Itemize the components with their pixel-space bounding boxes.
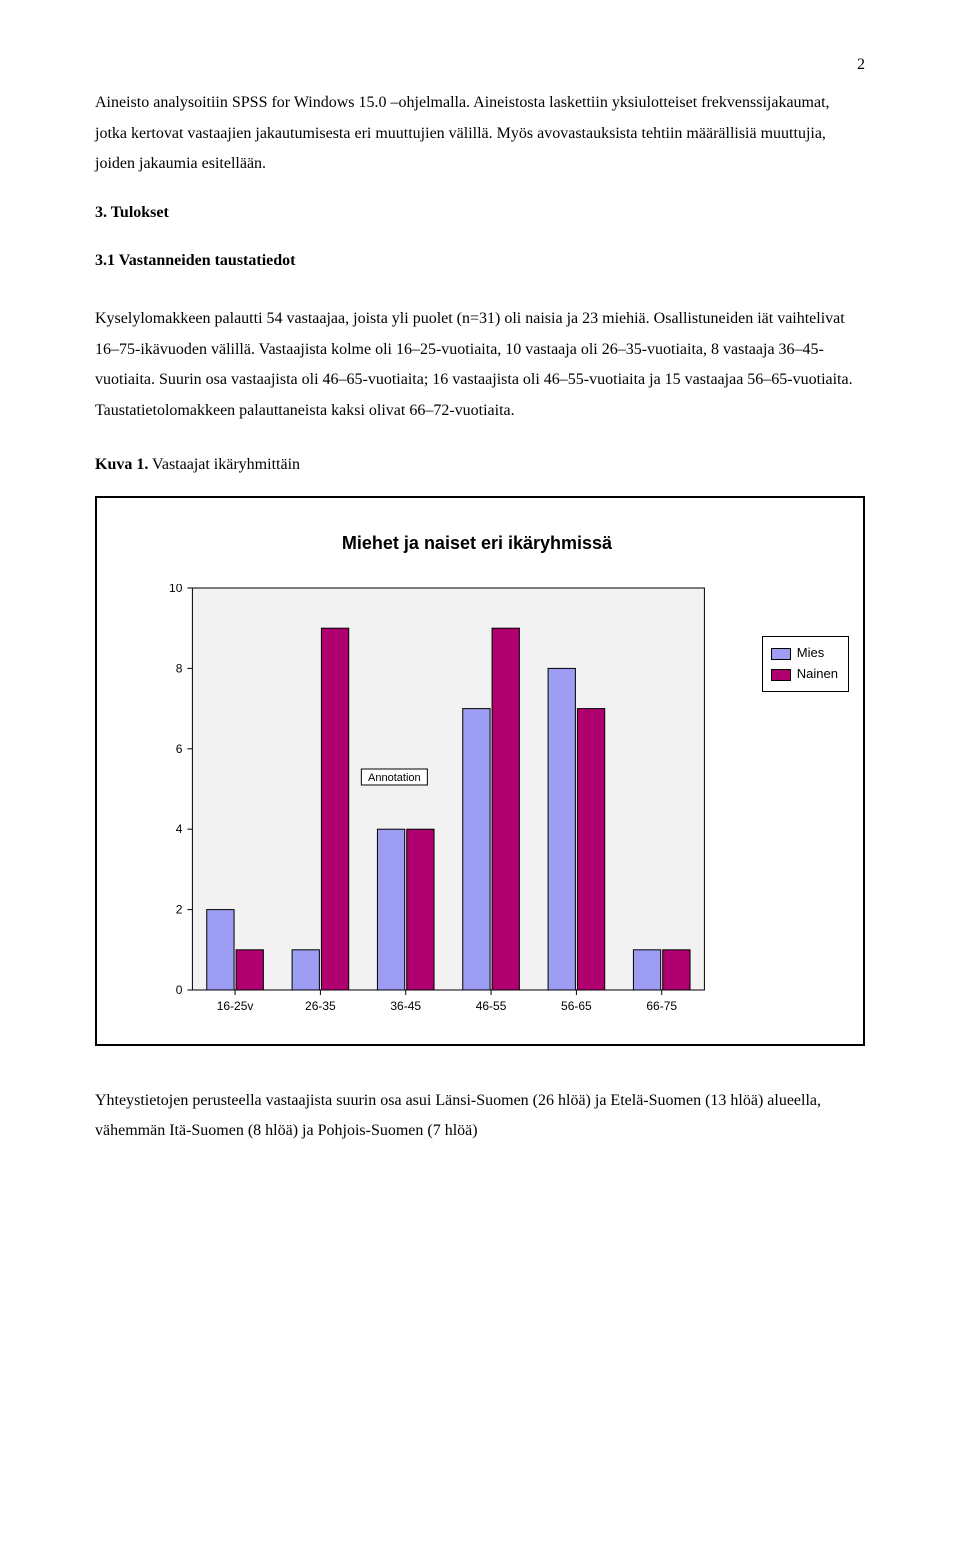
- chart-title: Miehet ja naiset eri ikäryhmissä: [105, 526, 849, 560]
- subsection-heading: 3.1 Vastanneiden taustatiedot: [95, 246, 865, 276]
- svg-text:66-75: 66-75: [646, 999, 677, 1013]
- svg-text:0: 0: [176, 983, 183, 997]
- legend-row: Nainen: [771, 664, 838, 685]
- svg-text:46-55: 46-55: [476, 999, 507, 1013]
- bar: [292, 950, 319, 990]
- bar: [321, 629, 348, 991]
- figure-caption-num: Kuva 1.: [95, 456, 148, 473]
- bar-chart-svg: 0 2 4 6 8 10 16-25v 26-35 36-45 46-55 56-65 66-75 An…: [105, 584, 756, 1024]
- svg-text:26-35: 26-35: [305, 999, 336, 1013]
- bar: [633, 950, 660, 990]
- figure-caption-text: Vastaajat ikäryhmittäin: [148, 456, 300, 473]
- svg-text:2: 2: [176, 903, 183, 917]
- annotation-label: Annotation: [368, 772, 421, 784]
- bar: [463, 709, 490, 990]
- page-number: 2: [95, 50, 865, 80]
- paragraph-intro: Aineisto analysoitiin SPSS for Windows 1…: [95, 88, 865, 179]
- paragraph-regions: Yhteystietojen perusteella vastaajista s…: [95, 1086, 865, 1147]
- bar: [548, 669, 575, 991]
- legend-row: Mies: [771, 643, 838, 664]
- legend-swatch: [771, 648, 791, 660]
- svg-text:8: 8: [176, 662, 183, 676]
- svg-text:16-25v: 16-25v: [217, 999, 254, 1013]
- svg-text:6: 6: [176, 742, 183, 756]
- chart-plot: 0 2 4 6 8 10 16-25v 26-35 36-45 46-55 56-65 66-75 An…: [105, 584, 756, 1035]
- figure-caption: Kuva 1. Vastaajat ikäryhmittäin: [95, 450, 865, 480]
- chart-frame: Miehet ja naiset eri ikäryhmissä 0 2 4 6 8 10…: [95, 496, 865, 1046]
- bar: [407, 830, 434, 991]
- bar: [577, 709, 604, 990]
- legend-label: Mies: [797, 643, 824, 664]
- bar: [663, 950, 690, 990]
- bar: [207, 910, 234, 990]
- legend-swatch: [771, 669, 791, 681]
- bar: [377, 830, 404, 991]
- paragraph-results: Kyselylomakkeen palautti 54 vastaajaa, j…: [95, 304, 865, 426]
- bar: [492, 629, 519, 991]
- chart-legend: MiesNainen: [762, 636, 849, 692]
- svg-text:4: 4: [176, 823, 183, 837]
- bar: [236, 950, 263, 990]
- svg-text:56-65: 56-65: [561, 999, 592, 1013]
- legend-label: Nainen: [797, 664, 838, 685]
- svg-text:10: 10: [169, 584, 183, 595]
- svg-text:36-45: 36-45: [390, 999, 421, 1013]
- section-heading: 3. Tulokset: [95, 198, 865, 228]
